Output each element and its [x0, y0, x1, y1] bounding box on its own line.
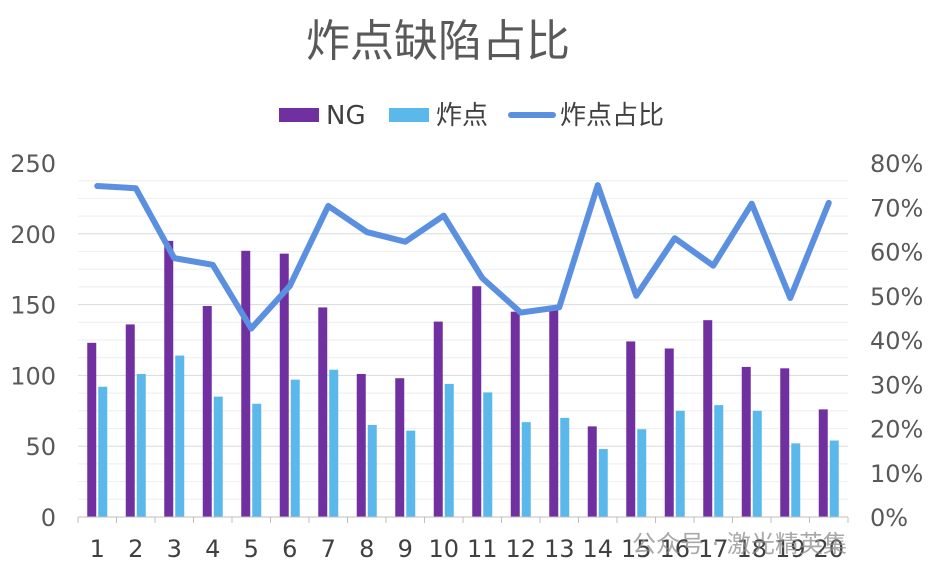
bar-zhadian: [714, 405, 724, 517]
legend: NG 炸点 炸点占比: [279, 101, 664, 131]
bars: [87, 240, 839, 518]
bar-zhadian: [252, 403, 262, 517]
bar-zhadian: [521, 422, 531, 517]
bar-zhadian: [675, 410, 685, 517]
x-tick-label: 9: [398, 535, 413, 563]
bar-ng: [472, 286, 482, 517]
bar-zhadian: [213, 396, 223, 517]
x-tick-label: 6: [282, 535, 297, 563]
bar-ng: [125, 324, 135, 517]
x-tick-label: 18: [736, 535, 767, 563]
x-tick-label: 4: [205, 535, 220, 563]
bar-ng: [202, 306, 212, 517]
bar-ng: [510, 311, 520, 517]
bar-zhadian: [329, 369, 339, 517]
bar-ng: [279, 253, 289, 517]
y-right-tick-label: 70%: [870, 194, 923, 222]
bar-zhadian: [752, 410, 762, 517]
y-right-tick-label: 30%: [870, 371, 923, 399]
y-left-tick-label: 250: [10, 150, 56, 178]
bar-ng: [356, 373, 366, 517]
x-tick-label: 17: [698, 535, 729, 563]
x-tick-label: 8: [359, 535, 374, 563]
bar-ng: [626, 341, 636, 517]
x-tick-label: 14: [582, 535, 613, 563]
axes: 1 2 3 4 5 6 7 8 9 10 11 12 13 14 15 16 17 18 19 20050100150…: [10, 150, 923, 563]
x-tick-label: 1: [90, 535, 105, 563]
x-tick-label: 11: [467, 535, 498, 563]
x-tick-label: 20: [813, 535, 844, 563]
bar-ng: [318, 307, 328, 517]
bar-zhadian: [560, 417, 570, 517]
bar-ng: [395, 378, 405, 517]
y-left-tick-label: 200: [10, 221, 56, 249]
bar-zhadian: [791, 443, 801, 517]
x-tick-label: 19: [775, 535, 806, 563]
y-left-tick-label: 0: [41, 504, 56, 532]
legend-label-zhadian: 炸点: [436, 101, 488, 131]
legend-label-ng: NG: [326, 101, 366, 131]
bar-zhadian: [829, 440, 839, 517]
bar-ng: [164, 240, 174, 517]
bar-ng: [664, 348, 674, 517]
bar-ng: [818, 409, 828, 517]
ratio-line: [94, 182, 832, 332]
bar-zhadian: [136, 373, 146, 517]
bar-zhadian: [175, 355, 185, 517]
bar-zhadian: [444, 383, 454, 517]
gridlines: [78, 180, 848, 500]
x-tick-label: 16: [659, 535, 690, 563]
y-left-tick-label: 50: [25, 433, 56, 461]
bar-ng: [587, 426, 597, 517]
watermark: 公众号 · 激光精英集: [632, 530, 847, 558]
y-right-tick-label: 60%: [870, 239, 923, 267]
x-tick-label: 12: [505, 535, 536, 563]
bar-zhadian: [598, 449, 608, 517]
x-tick-label: 13: [544, 535, 575, 563]
chart-title: 炸点缺陷占比: [306, 16, 570, 67]
bar-zhadian: [98, 386, 108, 517]
bar-zhadian: [637, 429, 647, 517]
bar-ng: [703, 320, 713, 517]
y-right-tick-label: 40%: [870, 327, 923, 355]
bar-zhadian: [406, 430, 416, 517]
bar-ng: [87, 342, 97, 517]
y-right-tick-label: 50%: [870, 283, 923, 311]
legend-swatch-zhadian: [389, 108, 429, 122]
y-left-tick-label: 150: [10, 292, 56, 320]
legend-swatch-ng: [279, 108, 319, 122]
bar-ng: [549, 306, 559, 517]
x-tick-label: 7: [321, 535, 336, 563]
x-tick-label: 10: [428, 535, 459, 563]
y-right-tick-label: 20%: [870, 416, 923, 444]
y-right-tick-label: 10%: [870, 460, 923, 488]
bar-ng: [780, 368, 790, 517]
x-tick-label: 15: [621, 535, 652, 563]
x-tick-label: 5: [244, 535, 259, 563]
x-tick-label: 2: [128, 535, 143, 563]
bar-zhadian: [290, 379, 300, 517]
y-right-tick-label: 0%: [870, 504, 908, 532]
x-tick-label: 3: [167, 535, 182, 563]
bar-ng: [241, 250, 251, 518]
y-left-tick-label: 100: [10, 362, 56, 390]
bar-zhadian: [367, 424, 377, 517]
legend-label-ratio: 炸点占比: [560, 101, 664, 131]
bar-zhadian: [483, 392, 493, 517]
bar-ng: [741, 366, 751, 517]
bar-ng: [433, 321, 443, 517]
series-line-zhadian-ratio: [94, 182, 832, 332]
y-right-tick-label: 80%: [870, 150, 923, 178]
